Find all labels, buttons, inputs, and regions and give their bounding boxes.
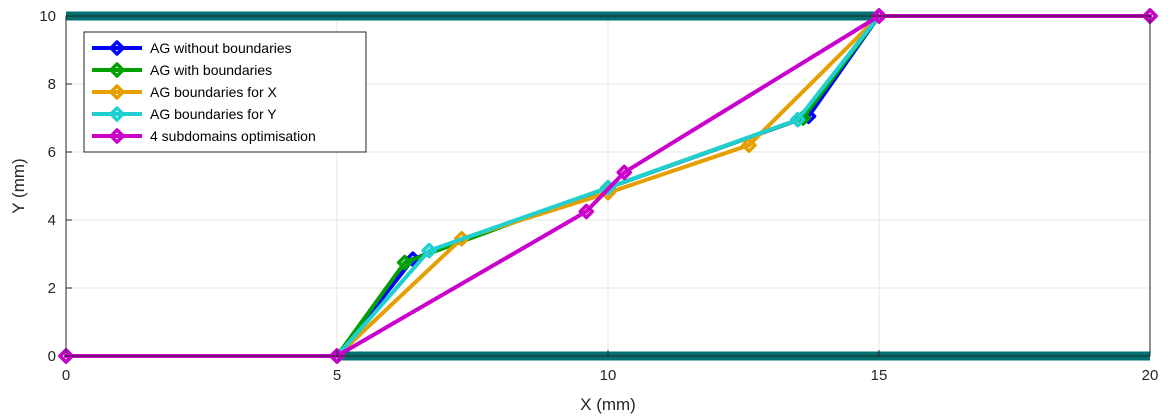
y-tick-label: 4 [48, 212, 56, 229]
legend-entry: 4 subdomains optimisation [92, 128, 316, 144]
legend-label: AG without boundaries [150, 40, 292, 56]
data-point [397, 254, 413, 271]
legend-entry: AG with boundaries [92, 62, 272, 78]
legend-entry: AG without boundaries [92, 40, 292, 56]
y-tick-label: 0 [48, 348, 56, 365]
data-point [421, 242, 437, 259]
x-tick-label: 10 [600, 367, 617, 384]
legend: AG without boundaries AG with boundaries A… [83, 31, 367, 153]
y-tick-label: 2 [48, 280, 56, 297]
x-tick-label: 20 [1142, 367, 1159, 384]
legend-entry: AG boundaries for Y [92, 106, 277, 122]
legend-marker [109, 106, 125, 122]
y-tick-label: 6 [48, 144, 56, 161]
y-tick-label: 10 [39, 8, 56, 25]
x-tick-label: 15 [871, 367, 888, 384]
legend-label: AG boundaries for Y [150, 106, 277, 122]
data-point [789, 111, 806, 128]
data-point [741, 137, 757, 153]
legend-label: AG with boundaries [150, 62, 272, 78]
data-point [58, 348, 74, 364]
legend-label: 4 subdomains optimisation [150, 128, 316, 144]
data-point [616, 164, 633, 181]
x-tick-label: 5 [333, 367, 341, 384]
x-tick-label: 0 [62, 367, 70, 384]
legend-label: AG boundaries for X [150, 84, 278, 100]
legend-entry: AG boundaries for X [92, 84, 278, 100]
legend-marker [109, 40, 125, 56]
data-point [871, 8, 887, 24]
x-axis-title: X (mm) [580, 395, 636, 414]
data-point [578, 203, 595, 220]
y-axis-title: Y (mm) [9, 158, 28, 213]
legend-marker [109, 62, 125, 78]
legend-marker [109, 84, 125, 100]
y-tick-label: 8 [48, 76, 56, 93]
legend-marker [109, 128, 125, 144]
data-point [329, 348, 345, 364]
tick-labels: 0 5 10 15 20 0 2 4 6 8 10 [39, 8, 1158, 384]
